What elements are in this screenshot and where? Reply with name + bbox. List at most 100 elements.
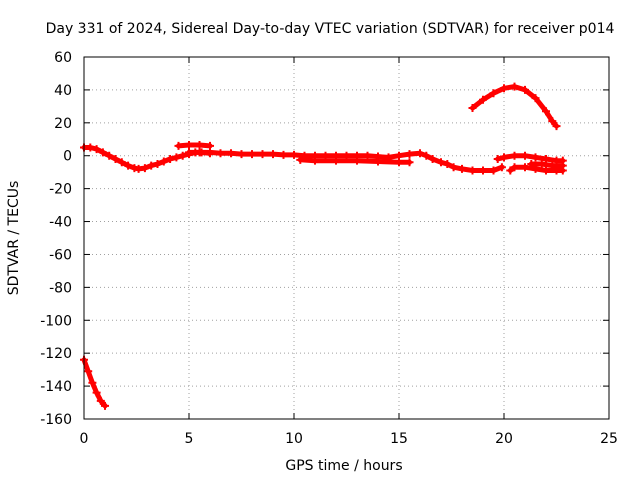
data-point [500,153,508,162]
data-point [248,150,256,159]
x-tick-label: 20 [495,431,513,447]
data-point [98,148,107,157]
data-point [227,149,235,158]
data-point [443,159,452,168]
data-point [510,82,519,91]
data-point [405,158,414,167]
data-point [552,122,561,131]
data-point [531,94,540,103]
data-point [258,150,267,159]
data-point [363,151,372,160]
y-tick-label: 60 [54,50,72,66]
data-point [159,157,168,166]
data-point [311,156,319,165]
series-arc-high [470,84,559,129]
data-point [497,163,506,172]
series-main-track [81,145,505,173]
data-point [449,163,458,172]
data-point [140,164,149,173]
data-point [489,89,498,98]
data-point [206,141,214,150]
data-point [500,84,508,93]
data-point [147,161,156,170]
data-point [531,153,540,162]
x-tick-label: 5 [185,431,194,447]
chart-title: Day 331 of 2024, Sidereal Day-to-day VTE… [46,21,615,37]
data-point [395,158,403,167]
data-point [174,141,183,150]
plot-frame [83,56,610,420]
data-point [542,155,550,164]
data-point [468,104,477,113]
data-point [537,159,546,168]
data-point [96,396,105,405]
x-tick-label: 15 [390,431,408,447]
data-point [416,149,424,158]
data-point [422,151,431,160]
data-point [558,161,567,170]
data-point [178,151,187,160]
data-point [279,150,288,159]
y-tick-label: 40 [54,83,72,99]
data-point [92,388,101,397]
data-point [548,161,557,170]
data-point [84,367,93,376]
data-point [521,85,529,94]
data-point [269,150,277,159]
data-point [458,164,466,173]
data-point [237,150,246,159]
data-point [153,159,162,168]
y-tick-label: -160 [40,412,72,428]
data-point [527,159,536,168]
data-point [521,163,529,172]
data-point [332,156,340,165]
data-point [296,155,305,164]
data-point [195,141,204,150]
y-tick-label: -140 [40,379,72,395]
data-point [185,148,193,157]
data-point [290,150,298,159]
y-tick-label: 20 [54,116,72,132]
data-point [374,157,382,166]
y-tick-label: -60 [49,247,72,263]
data-point [111,155,120,164]
data-point [185,141,193,150]
data-point [172,153,181,162]
data-point [216,149,225,158]
data-point [101,401,109,410]
y-tick-label: -120 [40,346,72,362]
series-branch-upper-1 [176,142,213,149]
data-point [437,158,445,167]
data-point [506,166,515,175]
x-tick-label: 0 [80,431,89,447]
grid-lines [84,57,609,419]
data-point [124,161,133,170]
data-point [548,117,557,126]
y-tick-label: -80 [49,280,72,296]
data-point [510,163,519,172]
x-axis-label: GPS time / hours [285,458,402,474]
axes-group: 0 5 10 15 20 25 60 40 20 0 -20 -40 -60 -80 -100 -120 -14… [40,50,618,447]
data-point [195,148,204,157]
data-point [479,95,487,104]
data-point [510,151,519,160]
data-point [166,155,175,164]
y-tick-label: -40 [49,215,72,231]
y-tick-label: 0 [63,149,72,165]
data-point [105,151,114,160]
data-point [92,145,101,154]
y-tick-label: -20 [49,182,72,198]
x-tick-label: 10 [285,431,303,447]
data-point [428,155,437,164]
data-point [468,166,477,175]
data-point [542,107,550,116]
data-point [405,150,414,159]
data-point [521,151,529,160]
y-tick-label: -100 [40,313,72,329]
data-point [117,158,126,167]
data-point [88,378,97,387]
data-point [353,156,361,165]
data-point [542,166,550,175]
y-axis-label: SDTVAR / TECUs [6,181,22,296]
